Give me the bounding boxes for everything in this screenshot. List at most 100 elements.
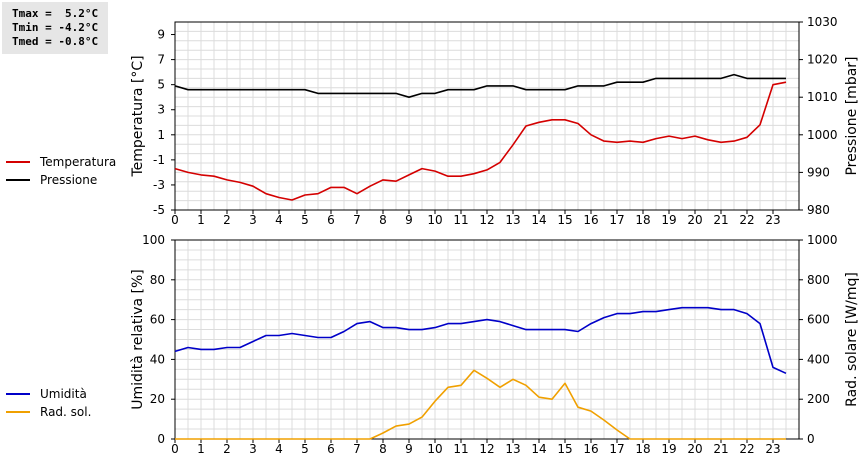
x-tick-label: 21 bbox=[713, 213, 728, 227]
x-tick-label: 13 bbox=[505, 213, 520, 227]
x-tick-label: 23 bbox=[765, 213, 780, 227]
legend-item-rad-sol: Rad. sol. bbox=[6, 403, 91, 421]
x-tick-label: 1 bbox=[197, 442, 205, 456]
y2-tick-label: 1000 bbox=[807, 233, 838, 247]
y2-tick-label: 0 bbox=[807, 432, 815, 446]
chart-panel-0: 0 1 2 3 4 5 6 7 8 9 10 11 12 13 14 15 16 17 18 19 20 21 22 23-5… bbox=[130, 15, 860, 227]
legend-bottom: Umidità Rad. sol. bbox=[6, 385, 91, 421]
legend-item-pressione: Pressione bbox=[6, 171, 116, 189]
x-tick-label: 16 bbox=[583, 213, 598, 227]
y2-tick-label: 1020 bbox=[807, 53, 838, 67]
x-tick-label: 15 bbox=[557, 213, 572, 227]
series-line-pressione bbox=[174, 73, 786, 98]
x-tick-label: 18 bbox=[635, 213, 650, 227]
legend-label: Umidità bbox=[40, 387, 87, 401]
legend-label: Pressione bbox=[40, 173, 98, 187]
x-tick-label: 21 bbox=[713, 442, 728, 456]
x-tick-label: 8 bbox=[379, 213, 387, 227]
y-tick-label: -1 bbox=[153, 153, 165, 167]
x-tick-label: 20 bbox=[687, 213, 702, 227]
chart-panel-1: 0 1 2 3 4 5 6 7 8 9 10 11 12 13 14 15 16 17 18 19 20 21 22 2302… bbox=[130, 233, 860, 456]
x-tick-label: 10 bbox=[427, 213, 442, 227]
legend-item-temperatura: Temperatura bbox=[6, 153, 116, 171]
y-tick-label: -3 bbox=[153, 178, 165, 192]
legend-item-umidita: Umidità bbox=[6, 385, 91, 403]
y2-tick-label: 400 bbox=[807, 352, 830, 366]
legend-swatch bbox=[6, 393, 30, 395]
series-line-rad-sol bbox=[175, 369, 786, 440]
x-tick-label: 0 bbox=[171, 442, 179, 456]
y-tick-label: 0 bbox=[157, 432, 165, 446]
x-tick-label: 3 bbox=[249, 442, 257, 456]
y2-tick-label: 1030 bbox=[807, 15, 838, 29]
x-tick-label: 8 bbox=[379, 442, 387, 456]
series-line-temperatura bbox=[174, 81, 787, 201]
y2-axis-label: Rad. solare [W/mq] bbox=[844, 272, 860, 407]
series-line-umidit bbox=[174, 306, 787, 375]
y-tick-label: 40 bbox=[150, 352, 165, 366]
x-tick-label: 1 bbox=[197, 213, 205, 227]
x-tick-label: 7 bbox=[353, 213, 361, 227]
x-tick-label: 11 bbox=[453, 213, 468, 227]
tmin-label: Tmin = -4.2°C bbox=[12, 21, 99, 34]
y-tick-label: 60 bbox=[150, 313, 165, 327]
x-tick-label: 14 bbox=[531, 213, 546, 227]
x-tick-label: 18 bbox=[635, 442, 650, 456]
x-tick-label: 5 bbox=[301, 442, 309, 456]
x-tick-label: 9 bbox=[405, 213, 413, 227]
x-tick-label: 14 bbox=[531, 442, 546, 456]
legend-swatch bbox=[6, 179, 30, 181]
x-tick-label: 0 bbox=[171, 213, 179, 227]
stats-box: Tmax = 5.2°C Tmin = -4.2°C Tmed = -0.8°C bbox=[2, 2, 108, 54]
x-tick-label: 7 bbox=[353, 442, 361, 456]
x-tick-label: 5 bbox=[301, 213, 309, 227]
legend-top: Temperatura Pressione bbox=[6, 153, 116, 189]
y2-tick-label: 1000 bbox=[807, 128, 838, 142]
x-tick-label: 3 bbox=[249, 213, 257, 227]
legend-swatch bbox=[6, 411, 30, 413]
x-tick-label: 22 bbox=[739, 213, 754, 227]
x-tick-label: 10 bbox=[427, 442, 442, 456]
y2-tick-label: 980 bbox=[807, 203, 830, 217]
x-tick-label: 12 bbox=[479, 442, 494, 456]
y-tick-label: 100 bbox=[142, 233, 165, 247]
legend-swatch bbox=[6, 161, 30, 163]
x-tick-label: 4 bbox=[275, 442, 283, 456]
tmed-label: Tmed = -0.8°C bbox=[12, 35, 99, 48]
x-tick-label: 23 bbox=[765, 442, 780, 456]
y2-tick-label: 600 bbox=[807, 313, 830, 327]
x-tick-label: 6 bbox=[327, 213, 335, 227]
x-tick-label: 19 bbox=[661, 442, 676, 456]
y-tick-label: 1 bbox=[157, 128, 165, 142]
y2-tick-label: 990 bbox=[807, 165, 830, 179]
x-tick-label: 2 bbox=[223, 213, 231, 227]
y2-axis-label: Pressione [mbar] bbox=[844, 56, 860, 175]
x-tick-label: 17 bbox=[609, 213, 624, 227]
x-tick-label: 15 bbox=[557, 442, 572, 456]
x-tick-label: 12 bbox=[479, 213, 494, 227]
y2-tick-label: 200 bbox=[807, 392, 830, 406]
x-tick-label: 2 bbox=[223, 442, 231, 456]
x-tick-label: 22 bbox=[739, 442, 754, 456]
legend-label: Temperatura bbox=[40, 155, 117, 169]
y-axis-label: Temperatura [°C] bbox=[130, 55, 146, 177]
x-tick-label: 11 bbox=[453, 442, 468, 456]
y-tick-label: 7 bbox=[157, 53, 165, 67]
x-tick-label: 9 bbox=[405, 442, 413, 456]
y-tick-label: 80 bbox=[150, 273, 165, 287]
tmax-label: Tmax = 5.2°C bbox=[12, 7, 99, 20]
x-tick-label: 20 bbox=[687, 442, 702, 456]
y-tick-label: 9 bbox=[157, 28, 165, 42]
x-tick-label: 16 bbox=[583, 442, 598, 456]
y-tick-label: 3 bbox=[157, 103, 165, 117]
y-tick-label: 5 bbox=[157, 78, 165, 92]
y2-tick-label: 1010 bbox=[807, 90, 838, 104]
y-tick-label: -5 bbox=[153, 203, 165, 217]
legend-label: Rad. sol. bbox=[40, 405, 92, 419]
y2-tick-label: 800 bbox=[807, 273, 830, 287]
x-tick-label: 6 bbox=[327, 442, 335, 456]
y-axis-label: Umidità relativa [%] bbox=[130, 269, 146, 410]
x-tick-label: 4 bbox=[275, 213, 283, 227]
x-tick-label: 13 bbox=[505, 442, 520, 456]
